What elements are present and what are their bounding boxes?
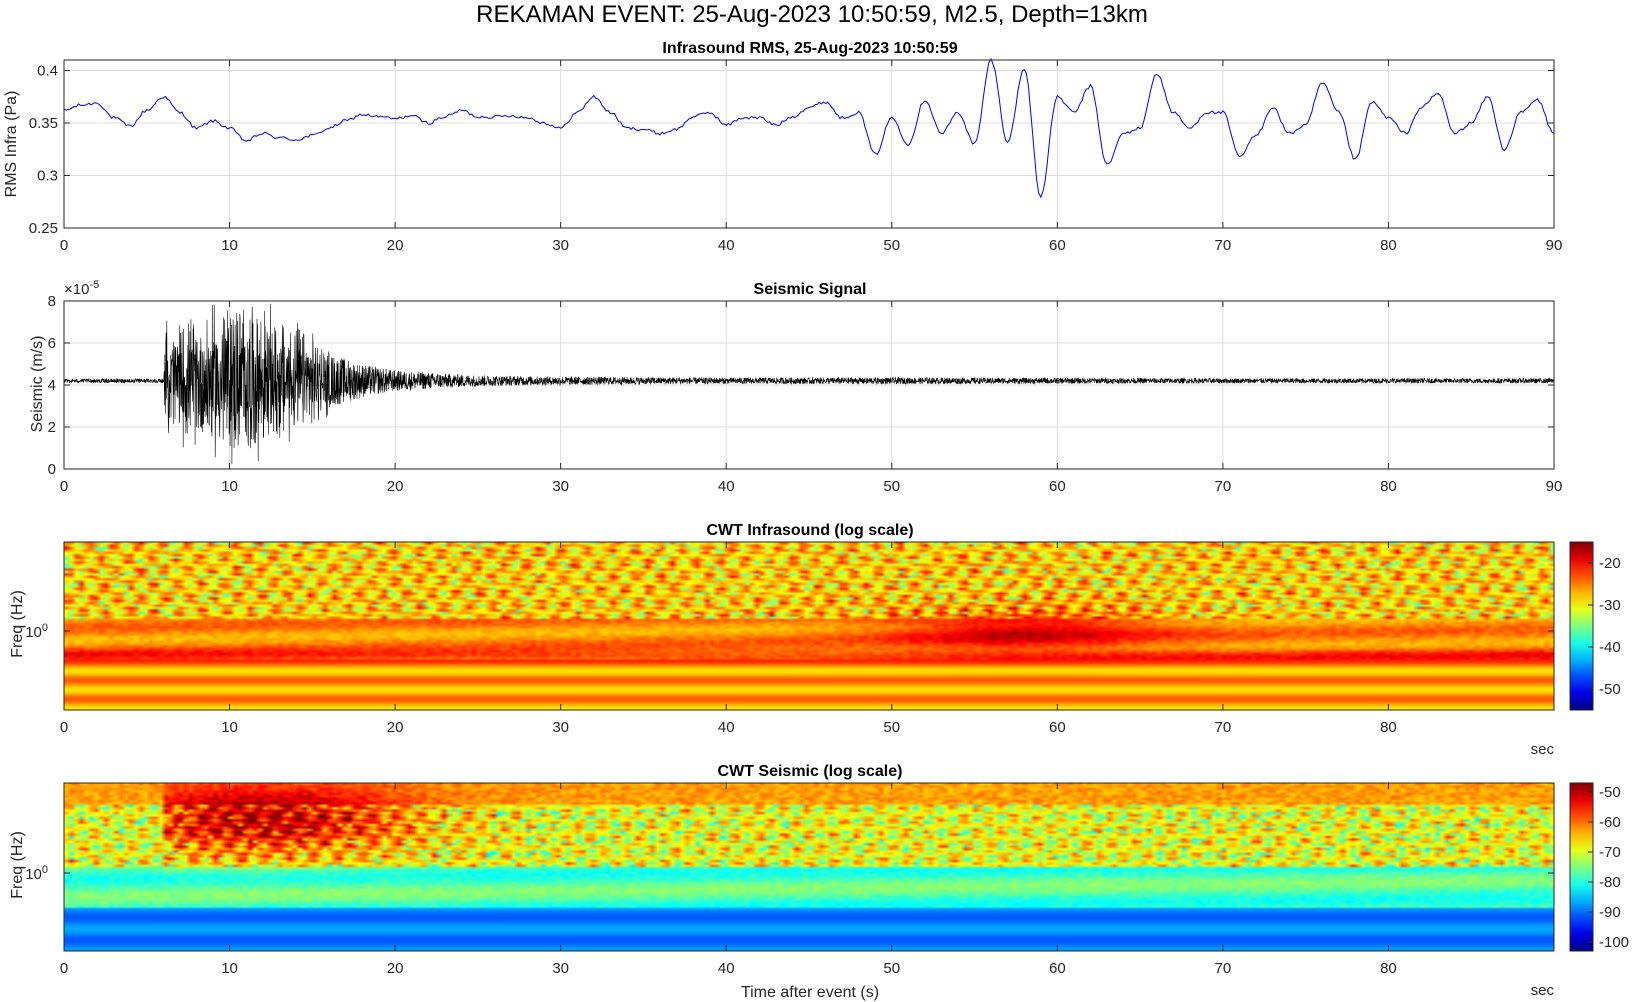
- cwt1-scalogram-image: [64, 542, 1554, 710]
- x-tick-label: 0: [60, 237, 68, 254]
- colorbar-bar: [1569, 782, 1594, 952]
- colorbar-tick-label: -50: [1599, 681, 1621, 698]
- infrasound-rms-ylabel: RMS Infra (Pa): [3, 91, 20, 198]
- cwt-seismic-title: CWT Seismic (log scale): [718, 763, 903, 780]
- x-tick-label: 30: [552, 719, 569, 736]
- y-tick-label: 6: [48, 335, 56, 352]
- y-tick-label: 0.35: [29, 115, 58, 132]
- colorbar-tick-label: -70: [1599, 844, 1621, 861]
- x-tick-label: 90: [1546, 237, 1563, 254]
- cwt-seismic-panel: CWT Seismic (log scale) Freq (Hz) 100 se…: [9, 763, 1554, 1001]
- x-tick-label: 20: [387, 960, 404, 977]
- x-tick-label: 70: [1215, 478, 1232, 495]
- x-tick-label: 20: [387, 478, 404, 495]
- cwt2-axes-frame: [63, 782, 1555, 952]
- x-tick-label: 80: [1380, 960, 1397, 977]
- rms-y-axis: 0.25 0.3 0.35 0.4: [29, 63, 1554, 237]
- seis-axes-frame: [63, 300, 1555, 470]
- colorbar-tick-label: -40: [1599, 639, 1621, 656]
- rms-series-line: [63, 57, 1555, 199]
- x-tick-label: 60: [1049, 719, 1066, 736]
- x-tick-label: 50: [883, 478, 900, 495]
- y-tick-label: 0.3: [37, 168, 58, 185]
- infrasound-rms-panel: Infrasound RMS, 25-Aug-2023 10:50:59 RMS…: [3, 40, 958, 197]
- x-tick-label: 70: [1215, 237, 1232, 254]
- colorbar-tick-label: -100: [1599, 934, 1629, 951]
- y-tick-label: 4: [48, 377, 56, 394]
- x-tick-label: 70: [1215, 960, 1232, 977]
- figure-suptitle: REKAMAN EVENT: 25-Aug-2023 10:50:59, M2.…: [476, 1, 1148, 28]
- x-tick-label: 40: [718, 237, 735, 254]
- y-tick-label: 0.4: [37, 63, 58, 80]
- x-tick-label: 90: [1546, 478, 1563, 495]
- x-tick-label: 40: [718, 478, 735, 495]
- y-tick-label: 0.25: [29, 220, 58, 237]
- x-tick-label: 0: [60, 719, 68, 736]
- cwt-seismic-ylabel: Freq (Hz): [9, 831, 26, 899]
- x-tick-label: 10: [221, 237, 238, 254]
- x-tick-label: 60: [1049, 960, 1066, 977]
- x-tick-label: 80: [1380, 237, 1397, 254]
- rms-x-axis: 0 10 20 30 40 50 60 70 80 90: [60, 60, 1563, 254]
- x-tick-label: 0: [60, 478, 68, 495]
- colorbar-tick-label: -30: [1599, 597, 1621, 614]
- x-tick-label: 20: [387, 237, 404, 254]
- x-tick-label: 80: [1380, 719, 1397, 736]
- x-tick-label: 20: [387, 719, 404, 736]
- colorbar-tick-label: -20: [1599, 555, 1621, 572]
- x-tick-label: 60: [1049, 478, 1066, 495]
- infrasound-rms-title: Infrasound RMS, 25-Aug-2023 10:50:59: [662, 40, 957, 57]
- x-tick-label: 70: [1215, 719, 1232, 736]
- seismic-signal-ylabel: Seismic (m/s): [29, 336, 46, 433]
- x-tick-label: 80: [1380, 478, 1397, 495]
- x-tick-label: 50: [883, 237, 900, 254]
- x-tick-label: 50: [883, 719, 900, 736]
- colorbar-tick-label: -90: [1599, 904, 1621, 921]
- seismic-series-line: [63, 303, 1555, 465]
- cwt-infrasound-panel: CWT Infrasound (log scale) Freq (Hz) 100…: [9, 522, 1554, 758]
- x-tick-label: 50: [883, 960, 900, 977]
- colorbar-tick-label: -60: [1599, 814, 1621, 831]
- rms-axes-frame: [63, 59, 1555, 229]
- cwt-infrasound-xunit: sec: [1531, 741, 1555, 758]
- cwt2-x-axis: 0 10 20 30 40 50 60 70 80: [60, 783, 1397, 977]
- colorbar-bar: [1569, 541, 1594, 711]
- cwt-seismic-yticklabel: 100: [25, 864, 48, 883]
- cwt-seismic-xlabel: Time after event (s): [741, 984, 879, 1001]
- cwt1-axes-frame: [63, 541, 1555, 711]
- cwt2-colorbar: -50 -60 -70 -80 -90 -100: [1569, 782, 1629, 952]
- cwt-infrasound-yticklabel: 100: [25, 622, 48, 641]
- seismic-signal-title: Seismic Signal: [754, 281, 867, 298]
- x-tick-label: 10: [221, 960, 238, 977]
- cwt2-scalogram-image: [64, 783, 1554, 951]
- y-tick-label: 8: [48, 293, 56, 310]
- x-tick-label: 10: [221, 719, 238, 736]
- x-tick-label: 40: [718, 719, 735, 736]
- cwt-infrasound-ylabel: Freq (Hz): [9, 590, 26, 658]
- y-tick-label: 2: [48, 419, 56, 436]
- x-tick-label: 30: [552, 478, 569, 495]
- cwt1-colorbar: -20 -30 -40 -50: [1569, 541, 1621, 711]
- x-tick-label: 40: [718, 960, 735, 977]
- y-tick-label: 0: [48, 461, 56, 478]
- x-tick-label: 30: [552, 237, 569, 254]
- x-tick-label: 10: [221, 478, 238, 495]
- seismic-signal-panel: Seismic Signal Seismic (m/s) ×10-5: [29, 279, 866, 432]
- rms-grid: [63, 60, 1555, 229]
- x-tick-label: 0: [60, 960, 68, 977]
- colorbar-tick-label: -50: [1599, 784, 1621, 801]
- colorbar-tick-label: -80: [1599, 874, 1621, 891]
- seis-grid: [63, 300, 1555, 470]
- x-tick-label: 30: [552, 960, 569, 977]
- cwt1-x-axis: 0 10 20 30 40 50 60 70 80: [60, 542, 1397, 736]
- cwt-infrasound-title: CWT Infrasound (log scale): [706, 522, 913, 539]
- cwt-seismic-xunit: sec: [1531, 982, 1555, 999]
- seismic-exponent-label: ×10-5: [64, 279, 99, 298]
- x-tick-label: 60: [1049, 237, 1066, 254]
